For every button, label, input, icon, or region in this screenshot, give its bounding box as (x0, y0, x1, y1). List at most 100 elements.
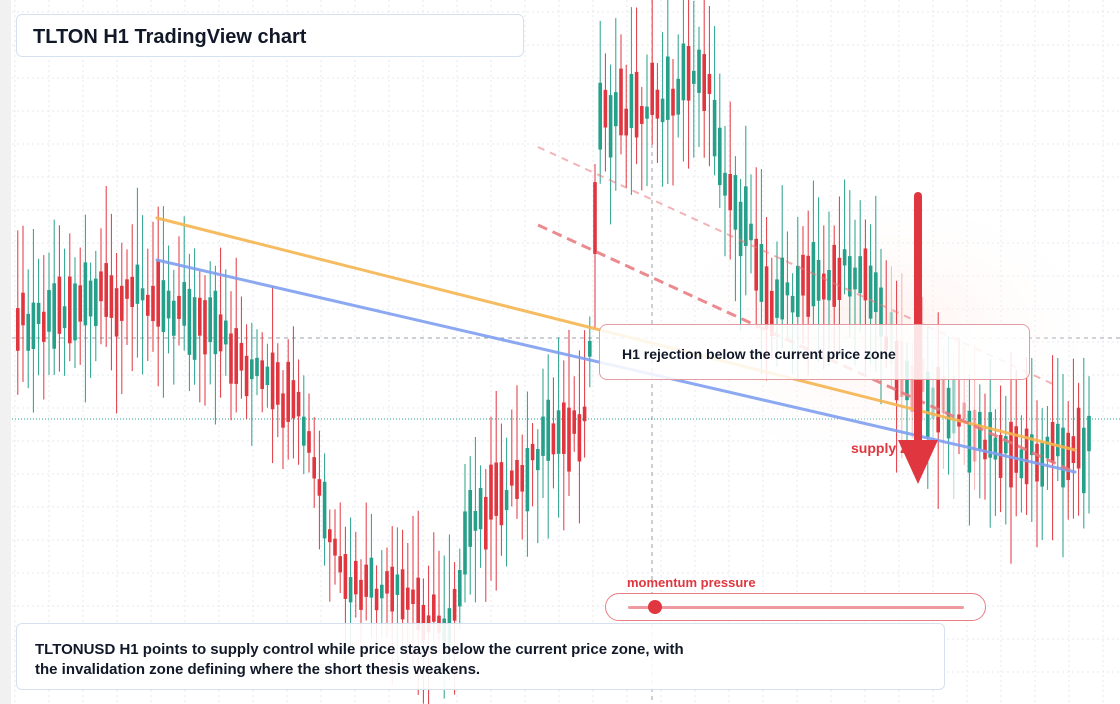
candle-bull (1019, 449, 1024, 479)
candle-bear (832, 244, 836, 307)
candle-bull (182, 282, 186, 326)
candle-bear (338, 556, 342, 573)
candle-bull (796, 265, 800, 317)
candle-bull (369, 557, 374, 598)
candle-bear (21, 292, 25, 326)
candle-bear (452, 588, 457, 621)
candle-bear (941, 375, 946, 414)
candle-bull (853, 267, 857, 290)
candle-bull (842, 249, 847, 266)
candle-bear (936, 366, 940, 433)
candle-bear (863, 248, 868, 301)
candle-bear (312, 457, 316, 479)
candle-bull (879, 287, 883, 337)
candle-bear (515, 459, 519, 499)
momentum-knob[interactable] (647, 600, 662, 614)
candle-bull (546, 399, 550, 461)
candle-bull (468, 489, 472, 547)
candle-bull (478, 488, 483, 530)
candle-bear (239, 342, 244, 371)
candle-bull (458, 570, 462, 607)
candle-bull (827, 270, 831, 301)
candle-bear (484, 496, 488, 550)
candle-bull (395, 574, 400, 595)
candle-bear (510, 470, 514, 486)
candle-bull (978, 411, 982, 450)
candle-bull (88, 280, 93, 317)
momentum-slider[interactable] (605, 593, 986, 621)
candle-bear (494, 462, 498, 516)
candle-bull (712, 99, 717, 157)
candle-bear (1066, 432, 1070, 480)
candle-bear (624, 108, 628, 136)
candle-bull (1087, 415, 1091, 452)
candle-bear (572, 410, 576, 434)
candle-bear (551, 423, 556, 455)
candle-bear (120, 285, 124, 321)
candle-bear (1024, 428, 1029, 485)
candle-bear (634, 71, 639, 138)
candle-bull (192, 297, 197, 360)
candle-bear (281, 393, 285, 428)
candle-bear (1014, 426, 1018, 473)
candle-bear (411, 589, 415, 604)
candle-bear (333, 538, 337, 556)
candle-bear (432, 594, 436, 622)
candle-bear (640, 106, 644, 124)
rejection-note: H1 rejection below the current price zon… (622, 346, 896, 362)
candle-bull (645, 106, 649, 119)
candle-bull (94, 278, 98, 327)
candle-bull (187, 288, 192, 355)
candle-bear (998, 434, 1003, 478)
candle-bear (406, 587, 410, 610)
candle-bull (208, 297, 212, 343)
candle-bear (499, 462, 504, 526)
summary-card: TLTONUSD H1 points to supply control whi… (16, 623, 945, 690)
candle-bear (364, 564, 368, 597)
candle-bull (759, 243, 764, 302)
candle-bull (1082, 427, 1086, 494)
candle-bull (83, 262, 88, 326)
candle-bull (744, 186, 748, 246)
candle-bear (593, 182, 597, 255)
candle-bull (816, 260, 821, 301)
candle-bull (536, 449, 540, 471)
candle-bull (47, 290, 51, 332)
candle-bear (57, 276, 62, 334)
candle-bear (650, 62, 654, 115)
candle-bull (681, 43, 686, 101)
summary-line-1: TLTONUSD H1 points to supply control whi… (35, 641, 684, 658)
candle-bull (556, 410, 561, 454)
candle-bull (660, 98, 665, 123)
candle-bull (161, 280, 166, 332)
candle-bull (785, 282, 790, 296)
title-card: TLTON H1 TradingView chart (16, 14, 524, 57)
candle-bull (1045, 436, 1050, 459)
candle-bull (36, 302, 41, 324)
candle-bear (972, 409, 977, 462)
candle-bull (749, 223, 753, 241)
momentum-track (628, 606, 964, 609)
candle-bear (416, 577, 420, 630)
candle-bear (390, 566, 394, 612)
summary-line-2: the invalidation zone defining where the… (35, 661, 481, 678)
candle-bear (151, 285, 155, 322)
candle-bear (244, 355, 249, 397)
candle-bull (598, 82, 602, 150)
candle-bear (125, 279, 129, 299)
candle-bear (328, 529, 332, 543)
candle-bull (692, 70, 696, 84)
candle-bear (270, 352, 275, 410)
candle-bull (26, 313, 30, 351)
candle-bear (146, 294, 150, 316)
candle-bear (567, 407, 571, 472)
candle-bull (265, 366, 270, 386)
candle-bear (229, 333, 233, 384)
candle-bull (780, 257, 784, 320)
candle-bull (697, 49, 701, 93)
candle-bear (385, 571, 389, 594)
left-scale-strip (0, 0, 11, 704)
candle-bull (952, 375, 956, 434)
candle-bull (1030, 434, 1034, 456)
candle-bear (702, 54, 706, 111)
